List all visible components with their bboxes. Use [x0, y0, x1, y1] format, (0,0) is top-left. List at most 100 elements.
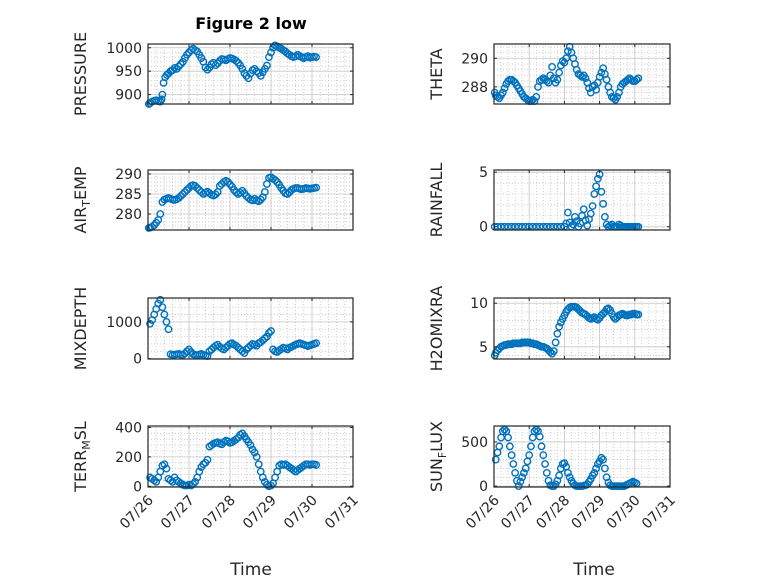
data-point — [588, 202, 597, 210]
data-point — [613, 92, 622, 101]
data-point — [260, 188, 269, 196]
data-point — [267, 327, 275, 335]
data-point — [623, 75, 632, 84]
data-point — [520, 468, 528, 477]
x-tick-label: 07/29 — [240, 493, 280, 533]
data-point — [174, 194, 183, 202]
data-point — [215, 182, 224, 190]
y-tick-label: 0 — [479, 479, 488, 495]
data-point — [590, 468, 599, 477]
data-point — [191, 477, 200, 486]
data-point — [312, 339, 320, 348]
data-point — [634, 74, 643, 83]
data-point — [267, 481, 275, 490]
data-point — [262, 61, 271, 70]
data-point — [555, 68, 564, 77]
data-point — [195, 186, 204, 194]
data-point — [183, 347, 191, 356]
data-point — [178, 57, 187, 66]
data-point — [564, 208, 572, 217]
data-point — [246, 441, 255, 450]
axes-frame — [493, 425, 671, 488]
data-point — [312, 461, 320, 469]
y-tick-label: 5 — [479, 165, 488, 181]
data-point — [493, 448, 502, 457]
x-tick-label: 07/27 — [498, 493, 538, 533]
data-point — [495, 442, 504, 451]
data-point — [518, 473, 527, 482]
data-point — [507, 451, 516, 460]
data-point — [549, 482, 558, 491]
data-point — [176, 192, 185, 200]
data-point — [178, 190, 187, 198]
data-point — [523, 457, 532, 466]
data-point — [600, 213, 609, 221]
data-point — [183, 186, 191, 194]
x-tick-label: 07/26 — [117, 492, 157, 532]
data-point — [156, 295, 165, 304]
data-point — [546, 348, 555, 356]
data-point — [597, 453, 606, 462]
data-point — [244, 74, 253, 83]
data-point — [514, 482, 523, 491]
data-point — [609, 94, 618, 103]
data-point — [597, 187, 606, 196]
data-point — [553, 75, 562, 84]
data-point — [267, 48, 275, 57]
data-point — [211, 61, 220, 69]
data-point — [581, 74, 590, 83]
data-point — [197, 54, 206, 62]
data-point — [252, 452, 261, 461]
y-tick-label: 900 — [115, 88, 142, 104]
y-axis-label: H2OMIXRA — [427, 286, 446, 372]
x-tick-label: 07/31 — [639, 493, 679, 533]
subplot-top-left: 900 950 1000 PRESSURE — [71, 32, 354, 116]
data-point — [254, 460, 263, 469]
data-point — [500, 425, 509, 434]
x-tick-label: 07/30 — [281, 493, 321, 533]
data-point — [578, 72, 586, 81]
x-tick-label: 07/30 — [604, 493, 644, 533]
data-point — [634, 310, 643, 319]
data-point — [604, 304, 613, 313]
data-point — [504, 77, 512, 86]
data-point — [191, 182, 200, 190]
data-point — [544, 476, 553, 485]
data-point — [238, 64, 247, 73]
y-tick-label: 290 — [461, 51, 488, 67]
data-point — [312, 183, 320, 192]
data-point — [162, 317, 171, 326]
data-point — [509, 460, 518, 468]
data-point — [525, 451, 534, 460]
data-point — [254, 197, 263, 206]
data-point — [256, 71, 265, 80]
data-point — [593, 174, 602, 183]
data-point — [500, 84, 509, 93]
y-tick-label: 950 — [115, 64, 142, 80]
data-point — [549, 74, 558, 83]
series-markers — [490, 302, 643, 360]
y-axis-label: AIRTEMP — [71, 166, 93, 233]
data-point — [555, 322, 564, 331]
subplot-row3-right: 5 10 H2OMIXRA — [427, 286, 671, 372]
y-tick-label: 288 — [461, 80, 488, 96]
data-point — [597, 68, 606, 77]
data-point — [579, 205, 588, 214]
x-tick-label: 07/28 — [199, 493, 239, 533]
data-point — [606, 88, 615, 97]
data-point — [162, 464, 171, 473]
data-point — [195, 467, 204, 476]
data-point — [572, 65, 581, 74]
y-axis-label: MIXDEPTH — [71, 287, 90, 370]
data-point — [537, 442, 546, 451]
data-point — [542, 468, 551, 477]
series-markers — [490, 42, 643, 106]
axes-frame — [147, 297, 354, 360]
y-tick-label: 0 — [133, 352, 142, 368]
y-tick-label: 1000 — [106, 315, 142, 331]
data-point — [152, 477, 161, 486]
data-point — [530, 427, 539, 436]
y-tick-label: 280 — [115, 207, 142, 223]
y-tick-label: 400 — [115, 420, 142, 436]
